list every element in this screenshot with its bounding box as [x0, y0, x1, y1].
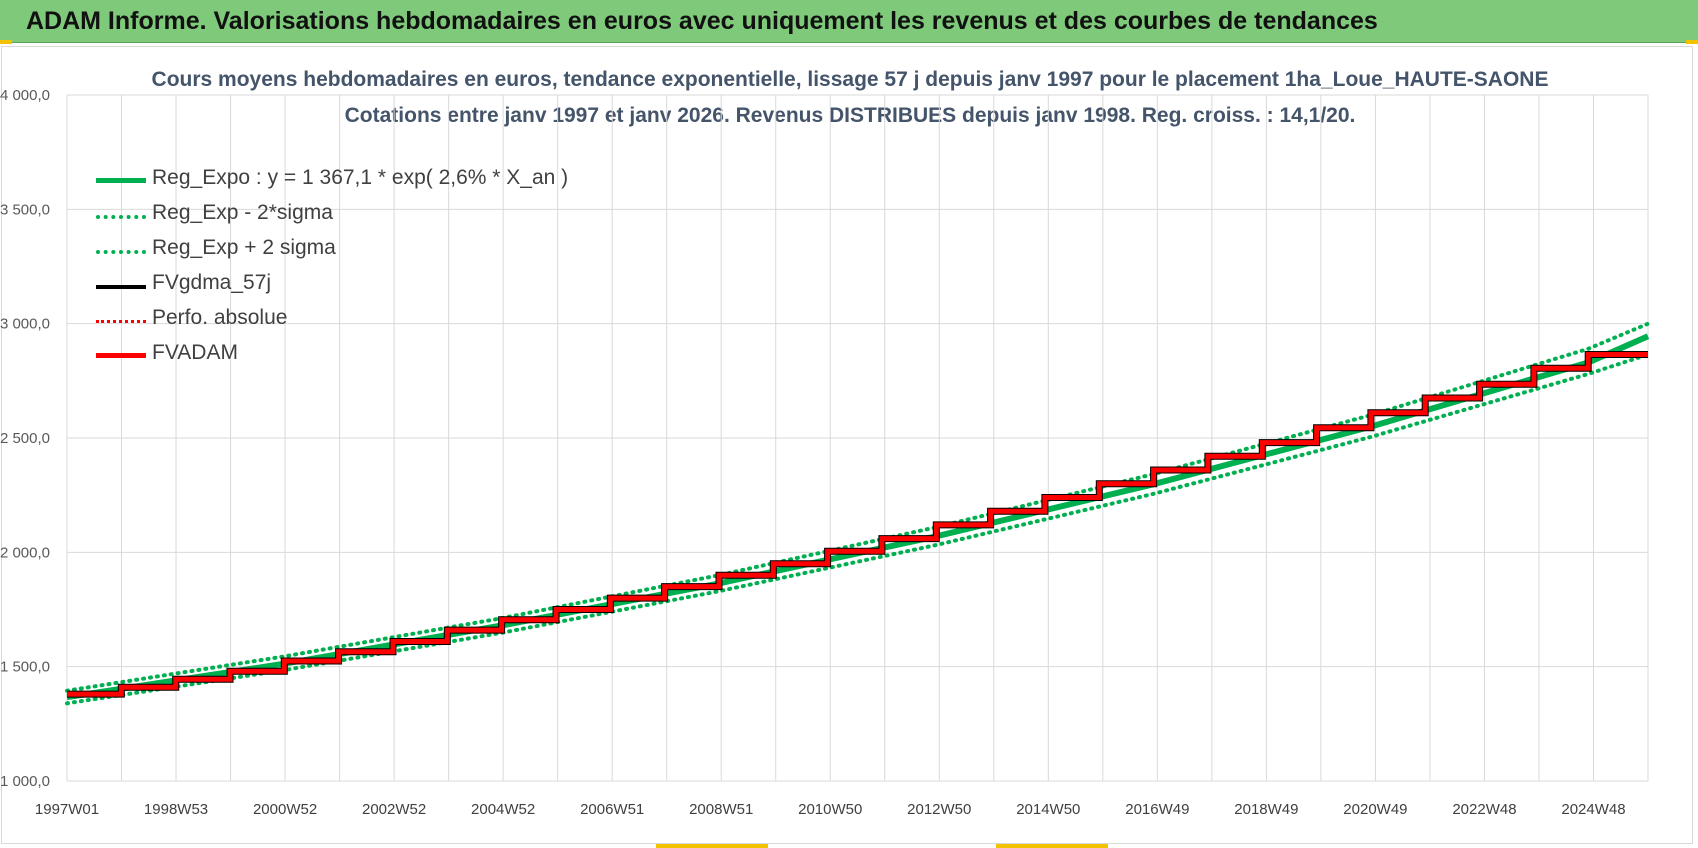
- legend-swatch: [96, 215, 146, 219]
- legend-swatch: [96, 178, 146, 183]
- report-title: ADAM Informe. Valorisations hebdomadaire…: [26, 7, 1378, 35]
- series-reg-exp-plus: [65, 321, 1650, 693]
- x-tick-label: 2014W50: [1016, 801, 1080, 818]
- x-tick-label: 2006W51: [580, 801, 644, 818]
- legend-label: FVADAM: [152, 341, 238, 364]
- legend-label: FVgdma_57j: [152, 271, 272, 294]
- y-tick-label: 3 000,0: [0, 316, 50, 333]
- y-tick-label: 2 000,0: [0, 544, 50, 561]
- legend-swatch: [96, 250, 146, 254]
- series-reg-exp-minus: [65, 352, 1650, 706]
- x-tick-label: 2024W48: [1561, 801, 1625, 818]
- y-tick-label: 2 500,0: [0, 430, 50, 447]
- y-tick-label: 4 000,0: [0, 87, 50, 104]
- y-tick-label: 1 000,0: [0, 773, 50, 790]
- x-tick-label: 2012W50: [907, 801, 971, 818]
- x-tick-label: 2016W49: [1125, 801, 1189, 818]
- y-tick-label: 1 500,0: [0, 659, 50, 676]
- x-tick-label: 1997W01: [35, 801, 99, 818]
- x-tick-label: 2002W52: [362, 801, 426, 818]
- x-tick-label: 1998W53: [144, 801, 208, 818]
- x-tick-label: 2018W49: [1234, 801, 1298, 818]
- x-tick-label: 2004W52: [471, 801, 535, 818]
- legend-label: Reg_Exp - 2*sigma: [152, 201, 333, 224]
- legend-label: Perfo. absolue: [152, 306, 288, 329]
- legend-swatch: [96, 285, 146, 289]
- x-tick-label: 2022W48: [1452, 801, 1516, 818]
- x-axis: 1997W01 1998W53 2000W52 2002W52 2004W52 2006W…: [35, 801, 1626, 818]
- legend-swatch: [96, 320, 146, 323]
- grid-lines: [66, 94, 1649, 782]
- chart-area: [1, 46, 1693, 844]
- bottom-marker: [656, 844, 768, 848]
- x-tick-label: 2010W50: [798, 801, 862, 818]
- report-banner: ADAM Informe. Valorisations hebdomadaire…: [0, 0, 1698, 43]
- chart-title-line1: Cours moyens hebdomadaires en euros, ten…: [151, 68, 1549, 91]
- corner-marker: [0, 40, 12, 44]
- x-tick-label: 2000W52: [253, 801, 317, 818]
- legend-label: Reg_Exp + 2 sigma: [152, 236, 336, 259]
- x-tick-label: 2020W49: [1343, 801, 1407, 818]
- series-layer: [65, 321, 1650, 706]
- corner-marker: [1686, 40, 1698, 44]
- x-tick-label: 2008W51: [689, 801, 753, 818]
- series-reg-expo: [66, 333, 1650, 701]
- legend-swatch: [96, 353, 146, 358]
- legend-label: Reg_Expo : y = 1 367,1 * exp( 2,6% * X_a…: [152, 166, 569, 189]
- series-fvadam: [67, 352, 1648, 697]
- series-fvgdma: [67, 351, 1648, 698]
- bottom-marker: [996, 844, 1108, 848]
- y-axis: 1 000,0 1 500,0 2 000,0 2 500,0 3 000,0 3 500…: [0, 87, 50, 790]
- y-tick-label: 3 500,0: [0, 201, 50, 218]
